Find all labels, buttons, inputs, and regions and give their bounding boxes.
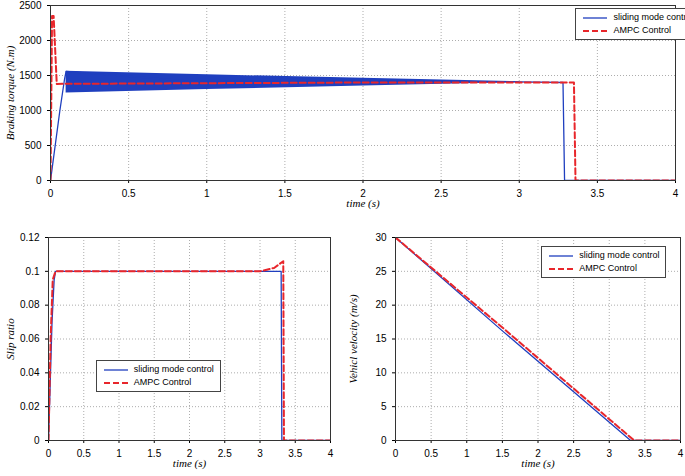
svg-text:time (s): time (s) <box>173 457 207 470</box>
svg-text:4: 4 <box>673 188 679 199</box>
svg-text:25: 25 <box>375 266 387 277</box>
svg-text:2.5: 2.5 <box>434 188 448 199</box>
svg-text:2500: 2500 <box>19 0 42 11</box>
svg-text:0.04: 0.04 <box>20 367 40 378</box>
html-text:AMPC Control: AMPC Control <box>579 263 637 273</box>
svg-text:2: 2 <box>360 187 366 199</box>
svg-text:0: 0 <box>36 175 42 186</box>
svg-text:15: 15 <box>375 333 387 344</box>
svg-text:3.5: 3.5 <box>590 188 604 199</box>
svg-text:3.5: 3.5 <box>638 448 652 459</box>
svg-text:0: 0 <box>34 435 40 446</box>
svg-text:1: 1 <box>464 448 470 459</box>
svg-text:Braking torque (N.m): Braking torque (N.m) <box>4 45 17 140</box>
svg-text:500: 500 <box>25 140 42 151</box>
svg-text:1: 1 <box>116 448 122 459</box>
svg-text:1500: 1500 <box>19 70 42 81</box>
svg-text:2.5: 2.5 <box>218 448 232 459</box>
svg-text:0.5: 0.5 <box>424 448 438 459</box>
svg-text:Vehicl velocity (m/s): Vehicl velocity (m/s) <box>347 294 360 384</box>
svg-text:10: 10 <box>375 367 387 378</box>
svg-text:time (s): time (s) <box>521 457 555 470</box>
svg-text:time (s): time (s) <box>346 197 380 210</box>
svg-text:0.02: 0.02 <box>20 401 40 412</box>
svg-text:4: 4 <box>328 448 334 459</box>
svg-text:20: 20 <box>375 299 387 310</box>
svg-text:3: 3 <box>606 448 612 459</box>
svg-text:0: 0 <box>393 448 399 459</box>
svg-text:0: 0 <box>46 448 52 459</box>
html-text:AMPC Control: AMPC Control <box>613 25 671 35</box>
svg-text:3: 3 <box>257 448 263 459</box>
svg-text:2: 2 <box>535 447 541 459</box>
html-text:sliding mode control: sliding mode control <box>133 364 214 374</box>
svg-text:0.06: 0.06 <box>20 333 40 344</box>
svg-text:0.12: 0.12 <box>20 232 40 243</box>
html-text:AMPC Control: AMPC Control <box>133 377 192 387</box>
svg-text:2000: 2000 <box>19 35 42 46</box>
svg-text:0.5: 0.5 <box>122 188 136 199</box>
svg-text:5: 5 <box>381 401 387 412</box>
svg-text:2.5: 2.5 <box>567 448 581 459</box>
svg-text:0.1: 0.1 <box>26 266 40 277</box>
svg-text:Slip ratio: Slip ratio <box>4 318 16 360</box>
svg-text:0.5: 0.5 <box>77 448 91 459</box>
svg-text:1.5: 1.5 <box>495 448 509 459</box>
svg-text:3: 3 <box>516 188 522 199</box>
svg-text:0.08: 0.08 <box>20 299 40 310</box>
svg-text:3.5: 3.5 <box>288 448 302 459</box>
svg-text:4: 4 <box>678 448 684 459</box>
svg-text:30: 30 <box>375 232 387 243</box>
svg-text:1.5: 1.5 <box>278 188 292 199</box>
svg-text:2: 2 <box>186 447 193 459</box>
html-text:sliding mode control: sliding mode control <box>579 250 660 260</box>
svg-text:0: 0 <box>381 435 387 446</box>
svg-text:1000: 1000 <box>19 105 42 116</box>
svg-text:1: 1 <box>204 188 210 199</box>
svg-text:0: 0 <box>48 188 54 199</box>
svg-text:1.5: 1.5 <box>147 448 161 459</box>
